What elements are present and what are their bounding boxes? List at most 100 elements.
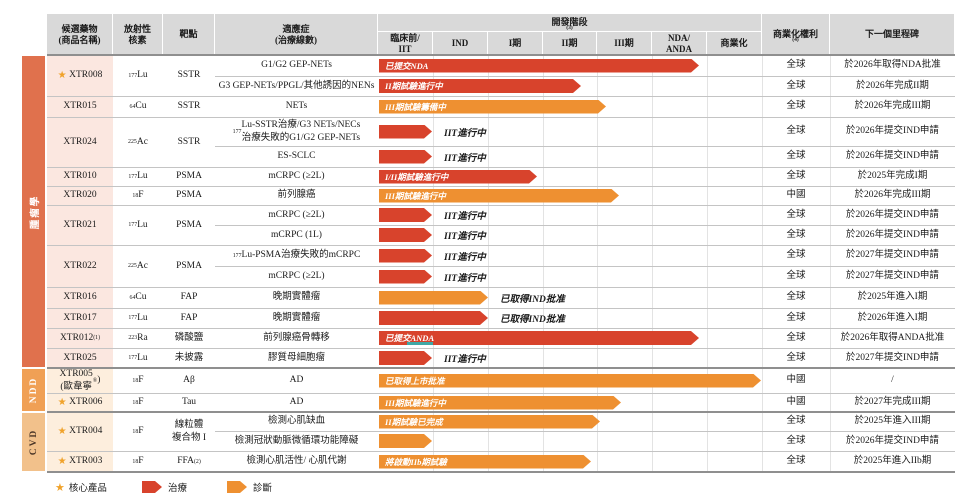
indication: NETs bbox=[285, 101, 308, 112]
product-target: PSMA bbox=[176, 190, 202, 201]
stage-bar-label: II期試驗進行中 bbox=[385, 81, 443, 91]
subrow-separator bbox=[215, 225, 955, 226]
product-target: PSMA bbox=[176, 260, 202, 271]
product-separator bbox=[47, 117, 955, 118]
product-name-bg bbox=[47, 368, 113, 393]
indication: 前列腺癌 bbox=[277, 190, 316, 201]
next-milestone: 於2027年完成III期 bbox=[854, 397, 931, 408]
next-milestone: 於2026年提交IND申請 bbox=[846, 229, 939, 240]
product-target: FAP bbox=[180, 292, 198, 303]
legend-diagnosis: 診斷 bbox=[227, 479, 272, 495]
product-separator bbox=[47, 205, 955, 206]
next-milestone: 於2026年取得NDA批准 bbox=[844, 60, 941, 71]
product-name-bg bbox=[47, 205, 113, 245]
commercial-rights: 全球 bbox=[786, 435, 806, 446]
commercial-rights: 全球 bbox=[786, 332, 806, 343]
product-separator bbox=[47, 393, 955, 394]
product-target: FFA (2) bbox=[177, 456, 201, 467]
indication: 晚期實體瘤 bbox=[272, 292, 321, 303]
header-stage-6: 商業化 bbox=[707, 32, 761, 55]
legend-core-product: ★ 核心產品 bbox=[55, 479, 107, 495]
product-nuclide: 225 Ac bbox=[128, 260, 148, 271]
commercial-rights: 中國 bbox=[786, 375, 806, 386]
product-name: XTR016 bbox=[63, 292, 97, 303]
product-name: XTR015 bbox=[63, 101, 97, 112]
stage-bar-diagnosis: III期試驗籌備中 bbox=[379, 100, 606, 114]
next-milestone: 於2027年提交IND申請 bbox=[846, 250, 939, 261]
grid-line bbox=[830, 55, 831, 472]
product-name-bg bbox=[47, 96, 113, 117]
grid-line bbox=[707, 55, 708, 472]
grid-line bbox=[488, 55, 489, 472]
grid-line bbox=[433, 55, 434, 472]
stage-bar-label: III期試驗進行中 bbox=[385, 397, 446, 408]
next-milestone: 於2025年進入I期 bbox=[857, 292, 928, 303]
header-stage-group: 開發階段 (3) bbox=[378, 14, 761, 31]
header-target: 靶點 bbox=[163, 14, 214, 55]
product-name: ★ XTR003 bbox=[57, 456, 103, 467]
stage-bar-outside-label: IIT進行中 bbox=[444, 232, 486, 242]
commercial-rights: 全球 bbox=[786, 416, 806, 427]
header-stage-0: 臨床前/IIT bbox=[378, 32, 432, 55]
product-name-bg bbox=[47, 412, 113, 451]
grid-line bbox=[762, 55, 763, 472]
product-nuclide: 177 Lu bbox=[128, 70, 148, 81]
next-milestone: 於2027年提交IND申請 bbox=[846, 271, 939, 282]
group-divider bbox=[47, 411, 955, 413]
product-target: PSMA bbox=[176, 219, 202, 230]
header-stage-3: II期 bbox=[543, 32, 596, 55]
product-target: 磷酸鹽 bbox=[174, 332, 204, 343]
commercial-rights: 中國 bbox=[786, 190, 806, 201]
stage-bar-diagnosis bbox=[379, 434, 432, 448]
stage-bar-diagnosis: III期試驗進行中 bbox=[379, 396, 621, 410]
stage-bar-therapy bbox=[379, 249, 432, 263]
product-name: XTR005 (歐韋寧 ®) bbox=[59, 369, 101, 392]
stage-bar-label: III期試驗進行中 bbox=[385, 190, 446, 201]
next-milestone: 於2026年提交IND申請 bbox=[846, 126, 939, 137]
group-divider bbox=[47, 54, 955, 56]
next-milestone: 於2026年提交IND申請 bbox=[846, 435, 939, 446]
group-band-ndd bbox=[22, 369, 45, 411]
product-separator bbox=[47, 451, 955, 452]
core-product-star-icon: ★ bbox=[55, 481, 65, 494]
product-name-bg bbox=[47, 348, 113, 368]
core-product-star-icon: ★ bbox=[57, 397, 70, 408]
product-name: XTR021 bbox=[63, 219, 97, 230]
product-name-bg bbox=[47, 167, 113, 186]
next-milestone: 於2025年完成I期 bbox=[857, 171, 928, 182]
product-nuclide: 177 Lu bbox=[128, 171, 148, 182]
commercial-rights: 全球 bbox=[786, 271, 806, 282]
next-milestone: 於2027年提交IND申請 bbox=[846, 352, 939, 363]
grid-line bbox=[543, 55, 544, 472]
stage-bar-therapy bbox=[379, 351, 432, 365]
header-stage-1: IND bbox=[433, 32, 487, 55]
stage-bar-diagnosis: 將啟動IIb期試驗 bbox=[379, 455, 591, 469]
stage-bar-therapy bbox=[379, 125, 432, 139]
next-milestone: 於2026年完成II期 bbox=[856, 80, 929, 91]
product-nuclide: 177 Lu bbox=[128, 312, 148, 323]
commercial-rights: 全球 bbox=[786, 292, 806, 303]
group-divider bbox=[47, 367, 955, 369]
commercial-rights: 全球 bbox=[786, 229, 806, 240]
legend-therapy-label: 治療 bbox=[168, 484, 188, 494]
indication: mCRPC (≥2L) bbox=[268, 171, 325, 182]
product-nuclide: 177 Lu bbox=[128, 352, 148, 363]
stage-bar-label: II期試驗已完成 bbox=[385, 416, 443, 427]
stage-bar-diagnosis: 已取得上市批准 bbox=[379, 374, 761, 388]
legend-diagnosis-label: 診斷 bbox=[253, 484, 273, 494]
commercial-rights: 全球 bbox=[786, 126, 806, 137]
indication: 前列腺癌骨轉移 bbox=[263, 332, 330, 343]
header-candidate: 候選藥物 (商品名稱) bbox=[47, 14, 112, 55]
header-rights: 商業化權利 (4) bbox=[762, 14, 829, 55]
subrow-separator bbox=[215, 431, 955, 432]
header-stage-4: III期 bbox=[597, 32, 651, 55]
stage-bar-therapy: II期試驗進行中 bbox=[379, 79, 581, 93]
stage-bar-diagnosis: II期試驗已完成 bbox=[379, 415, 600, 429]
product-target: Tau bbox=[181, 397, 197, 408]
group-band-onc bbox=[22, 56, 45, 367]
product-separator bbox=[47, 287, 955, 288]
next-milestone: 於2026年提交IND申請 bbox=[846, 151, 939, 162]
product-nuclide: 225 Ac bbox=[128, 136, 148, 147]
indication: 177 Lu-SSTR治療/G3 NETs/NECs 治療失敗的G1/G2 GEP-… bbox=[232, 120, 361, 143]
next-milestone: 於2026年完成III期 bbox=[854, 101, 931, 112]
